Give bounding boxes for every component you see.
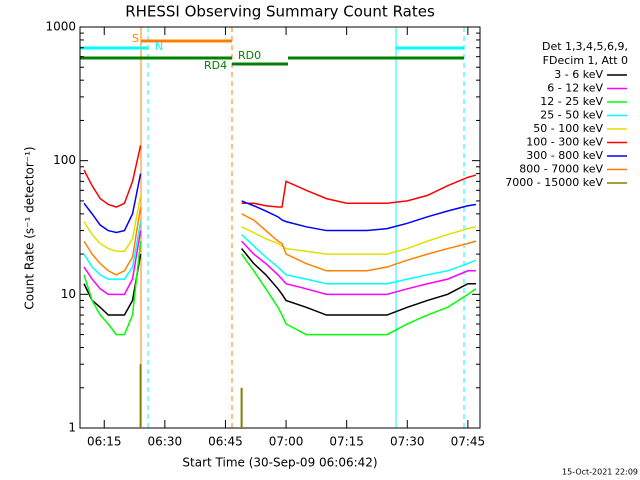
data-line [241,213,477,272]
legend-header: Det 1,3,4,5,6,9, [542,40,628,53]
data-line [83,206,142,276]
x-axis-label: Start Time (30-Sep-09 06:06:42) [182,456,377,470]
legend-label: 100 - 300 keV [526,136,603,149]
legend-label: 3 - 6 keV [554,68,603,81]
x-tick-label: 07:00 [269,435,304,449]
timestamp: 15-Oct-2021 22:09 [562,468,638,477]
status-bars [80,27,465,428]
data-line [241,253,477,336]
data-line [241,248,476,316]
x-tick-label: 06:45 [208,435,243,449]
y-tick-label: 1000 [45,20,76,34]
legend-label: 7000 - 15000 keV [505,176,603,189]
data-line [241,234,477,285]
legend-label: 300 - 800 keV [526,149,603,162]
data-line [83,241,142,336]
x-tick-label: 07:15 [329,435,364,449]
data-line [241,226,477,255]
x-tick-label: 07:30 [390,435,425,449]
annotation: S [132,32,139,45]
x-tick-label: 06:15 [87,435,122,449]
data-line [83,145,142,208]
legend-label: 25 - 50 keV [540,109,603,122]
data-line [83,221,142,280]
x-tick-label: 07:45 [451,435,486,449]
legend-label: 6 - 12 keV [547,82,603,95]
legend-label: 50 - 100 keV [533,122,603,135]
annotation: N [155,40,163,53]
y-tick-label: 1 [68,421,76,435]
data-line [83,230,142,296]
legend-label: 800 - 7000 keV [519,163,603,176]
annotation: RD4 [204,59,227,72]
legend-header: FDecim 1, Att 0 [543,54,628,67]
data-line [83,195,142,253]
x-tick-label: 06:30 [148,435,183,449]
data-line [241,200,477,232]
y-tick-label: 10 [61,287,76,301]
y-tick-label: 100 [53,153,76,167]
plot-frame [79,26,481,429]
data-line [241,174,477,208]
data-line [83,173,142,234]
y-axis-label: Count Rate (s⁻¹ detector⁻¹) [23,146,37,309]
legend-label: 12 - 25 keV [540,95,603,108]
data-line [241,240,476,296]
annotation: RD0 [238,49,261,62]
chart-title: RHESSI Observing Summary Count Rates [125,3,435,21]
